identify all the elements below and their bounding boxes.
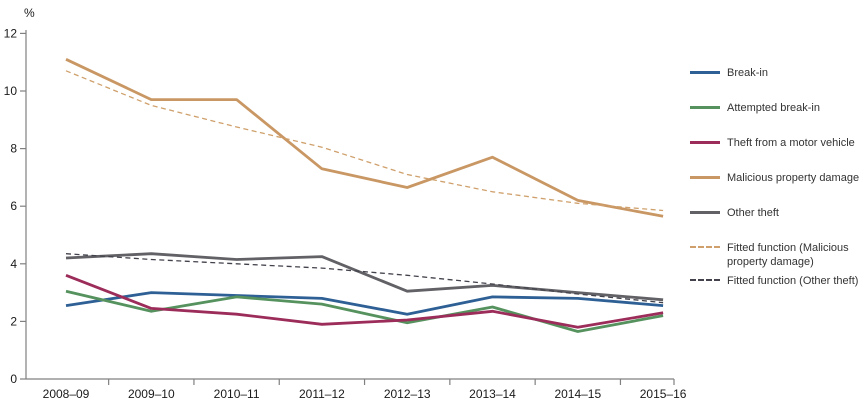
y-tick-label: 8: [10, 142, 17, 156]
legend-item-fitted-function-other-theft: Fitted function (Other theft): [690, 274, 861, 288]
x-tick-label: 2009–10: [128, 387, 175, 401]
x-tick-label: 2015–16: [640, 387, 687, 401]
line-swatch-icon: [690, 71, 720, 74]
legend-label: Theft from a motor vehicle: [727, 137, 855, 149]
x-tick-label: 2014–15: [554, 387, 601, 401]
series-line-theft-from-a-motor-vehicle: [65, 273, 664, 329]
legend-label: Malicious property damage: [727, 172, 860, 184]
y-tick-label: 4: [10, 257, 17, 271]
line-swatch-icon: [690, 176, 720, 179]
line-swatch-icon: [690, 141, 720, 144]
dashed-line-swatch-icon: [690, 279, 720, 281]
legend-label: Other theft: [727, 207, 779, 219]
series-line-malicious-property-damage: [65, 58, 664, 218]
legend-item-attempted-break-in: Attempted break-in: [690, 101, 861, 115]
line-swatch-icon: [690, 106, 720, 109]
y-tick-label: 0: [10, 372, 17, 386]
y-tick-label: 2: [10, 314, 17, 328]
x-tick-label: 2008–09: [43, 387, 90, 401]
series-line-fitted-function-other-theft: [65, 253, 664, 304]
line-swatch-icon: [690, 211, 720, 214]
y-tick-label: 10: [4, 84, 18, 98]
legend-item-malicious-property-damage: Malicious property damage: [690, 171, 861, 185]
legend-label: Fitted function (Malicious property dama…: [727, 242, 849, 268]
y-tick-label: 6: [10, 199, 17, 213]
x-tick-label: 2012–13: [384, 387, 431, 401]
series-line-fitted-function-malicious-property-damage: [65, 70, 664, 212]
series-line-break-in: [65, 291, 664, 316]
y-axis-unit-label: %: [24, 6, 35, 20]
legend-label: Fitted function (Other theft): [727, 275, 859, 287]
legend: Break-in Attempted break-in Theft from a m…: [690, 66, 861, 309]
legend-item-theft-from-a-motor-vehicle: Theft from a motor vehicle: [690, 136, 861, 150]
series-line-other-theft: [65, 252, 664, 302]
dashed-line-swatch-icon: [690, 246, 720, 248]
legend-item-other-theft: Other theft: [690, 206, 861, 220]
x-tick-label: 2013–14: [469, 387, 516, 401]
y-tick-label: 12: [4, 26, 18, 40]
legend-label: Break-in: [727, 67, 768, 79]
legend-item-break-in: Break-in: [690, 66, 861, 80]
x-tick-label: 2010–11: [214, 387, 260, 401]
legend-label: Attempted break-in: [727, 102, 820, 114]
x-tick-label: 2011–12: [299, 387, 345, 401]
legend-item-fitted-function-malicious-property-damage: Fitted function (Malicious property dama…: [690, 241, 861, 269]
